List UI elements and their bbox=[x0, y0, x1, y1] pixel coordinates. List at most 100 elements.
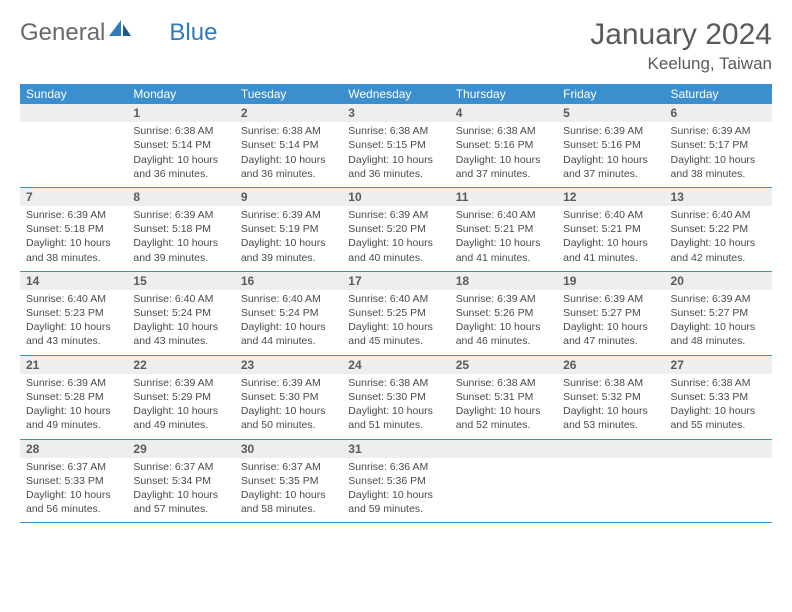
daylight-line2: and 43 minutes. bbox=[133, 334, 228, 348]
day-cell: 8Sunrise: 6:39 AMSunset: 5:18 PMDaylight… bbox=[127, 188, 234, 271]
day-number: 31 bbox=[342, 440, 449, 458]
day-number: 27 bbox=[665, 356, 772, 374]
sunset-text: Sunset: 5:20 PM bbox=[348, 222, 443, 236]
day-number: 8 bbox=[127, 188, 234, 206]
day-number: 3 bbox=[342, 104, 449, 122]
day-body: Sunrise: 6:39 AMSunset: 5:27 PMDaylight:… bbox=[557, 290, 664, 355]
page-subtitle: Keelung, Taiwan bbox=[590, 54, 772, 74]
day-number: 25 bbox=[450, 356, 557, 374]
day-number bbox=[557, 440, 664, 458]
day-body: Sunrise: 6:38 AMSunset: 5:14 PMDaylight:… bbox=[235, 122, 342, 187]
daylight-line1: Daylight: 10 hours bbox=[26, 236, 121, 250]
daylight-line2: and 36 minutes. bbox=[133, 167, 228, 181]
daylight-line2: and 37 minutes. bbox=[456, 167, 551, 181]
sunset-text: Sunset: 5:14 PM bbox=[241, 138, 336, 152]
sunset-text: Sunset: 5:28 PM bbox=[26, 390, 121, 404]
day-body: Sunrise: 6:40 AMSunset: 5:25 PMDaylight:… bbox=[342, 290, 449, 355]
day-cell: 1Sunrise: 6:38 AMSunset: 5:14 PMDaylight… bbox=[127, 104, 234, 187]
day-body: Sunrise: 6:39 AMSunset: 5:20 PMDaylight:… bbox=[342, 206, 449, 271]
day-body: Sunrise: 6:39 AMSunset: 5:29 PMDaylight:… bbox=[127, 374, 234, 439]
page-title: January 2024 bbox=[590, 18, 772, 52]
daylight-line2: and 37 minutes. bbox=[563, 167, 658, 181]
day-cell: 23Sunrise: 6:39 AMSunset: 5:30 PMDayligh… bbox=[235, 356, 342, 439]
daylight-line1: Daylight: 10 hours bbox=[241, 236, 336, 250]
sunset-text: Sunset: 5:24 PM bbox=[133, 306, 228, 320]
sunset-text: Sunset: 5:17 PM bbox=[671, 138, 766, 152]
sunset-text: Sunset: 5:35 PM bbox=[241, 474, 336, 488]
day-cell: 4Sunrise: 6:38 AMSunset: 5:16 PMDaylight… bbox=[450, 104, 557, 187]
daylight-line2: and 42 minutes. bbox=[671, 251, 766, 265]
daylight-line2: and 41 minutes. bbox=[563, 251, 658, 265]
day-cell: 28Sunrise: 6:37 AMSunset: 5:33 PMDayligh… bbox=[20, 440, 127, 523]
day-cell: 7Sunrise: 6:39 AMSunset: 5:18 PMDaylight… bbox=[20, 188, 127, 271]
daylight-line1: Daylight: 10 hours bbox=[133, 320, 228, 334]
daylight-line1: Daylight: 10 hours bbox=[241, 488, 336, 502]
day-cell: 17Sunrise: 6:40 AMSunset: 5:25 PMDayligh… bbox=[342, 272, 449, 355]
sunset-text: Sunset: 5:15 PM bbox=[348, 138, 443, 152]
sunset-text: Sunset: 5:18 PM bbox=[133, 222, 228, 236]
dow-sunday: Sunday bbox=[20, 84, 127, 104]
sunrise-text: Sunrise: 6:38 AM bbox=[671, 376, 766, 390]
day-body: Sunrise: 6:37 AMSunset: 5:34 PMDaylight:… bbox=[127, 458, 234, 523]
sunrise-text: Sunrise: 6:39 AM bbox=[241, 208, 336, 222]
daylight-line1: Daylight: 10 hours bbox=[241, 320, 336, 334]
daylight-line2: and 49 minutes. bbox=[133, 418, 228, 432]
sunrise-text: Sunrise: 6:37 AM bbox=[133, 460, 228, 474]
sunset-text: Sunset: 5:21 PM bbox=[456, 222, 551, 236]
day-number: 21 bbox=[20, 356, 127, 374]
day-cell bbox=[20, 104, 127, 187]
daylight-line2: and 47 minutes. bbox=[563, 334, 658, 348]
day-number: 14 bbox=[20, 272, 127, 290]
daylight-line1: Daylight: 10 hours bbox=[563, 153, 658, 167]
day-body: Sunrise: 6:39 AMSunset: 5:19 PMDaylight:… bbox=[235, 206, 342, 271]
week-row: 14Sunrise: 6:40 AMSunset: 5:23 PMDayligh… bbox=[20, 272, 772, 356]
day-body: Sunrise: 6:39 AMSunset: 5:28 PMDaylight:… bbox=[20, 374, 127, 439]
sunset-text: Sunset: 5:32 PM bbox=[563, 390, 658, 404]
daylight-line2: and 57 minutes. bbox=[133, 502, 228, 516]
day-cell: 3Sunrise: 6:38 AMSunset: 5:15 PMDaylight… bbox=[342, 104, 449, 187]
day-body: Sunrise: 6:39 AMSunset: 5:27 PMDaylight:… bbox=[665, 290, 772, 355]
sunrise-text: Sunrise: 6:38 AM bbox=[133, 124, 228, 138]
day-number: 4 bbox=[450, 104, 557, 122]
sunrise-text: Sunrise: 6:39 AM bbox=[563, 292, 658, 306]
day-cell: 10Sunrise: 6:39 AMSunset: 5:20 PMDayligh… bbox=[342, 188, 449, 271]
sunset-text: Sunset: 5:31 PM bbox=[456, 390, 551, 404]
daylight-line2: and 39 minutes. bbox=[241, 251, 336, 265]
day-number: 26 bbox=[557, 356, 664, 374]
daylight-line2: and 49 minutes. bbox=[26, 418, 121, 432]
sunrise-text: Sunrise: 6:38 AM bbox=[563, 376, 658, 390]
sunset-text: Sunset: 5:29 PM bbox=[133, 390, 228, 404]
day-number: 5 bbox=[557, 104, 664, 122]
week-row: 1Sunrise: 6:38 AMSunset: 5:14 PMDaylight… bbox=[20, 104, 772, 188]
week-row: 21Sunrise: 6:39 AMSunset: 5:28 PMDayligh… bbox=[20, 356, 772, 440]
day-number: 18 bbox=[450, 272, 557, 290]
day-cell: 15Sunrise: 6:40 AMSunset: 5:24 PMDayligh… bbox=[127, 272, 234, 355]
day-number: 15 bbox=[127, 272, 234, 290]
day-cell: 13Sunrise: 6:40 AMSunset: 5:22 PMDayligh… bbox=[665, 188, 772, 271]
daylight-line2: and 39 minutes. bbox=[133, 251, 228, 265]
day-cell: 16Sunrise: 6:40 AMSunset: 5:24 PMDayligh… bbox=[235, 272, 342, 355]
day-body: Sunrise: 6:37 AMSunset: 5:35 PMDaylight:… bbox=[235, 458, 342, 523]
calendar: Sunday Monday Tuesday Wednesday Thursday… bbox=[20, 84, 772, 523]
day-number: 12 bbox=[557, 188, 664, 206]
day-body: Sunrise: 6:38 AMSunset: 5:14 PMDaylight:… bbox=[127, 122, 234, 187]
sunset-text: Sunset: 5:34 PM bbox=[133, 474, 228, 488]
sunrise-text: Sunrise: 6:39 AM bbox=[133, 208, 228, 222]
day-body: Sunrise: 6:39 AMSunset: 5:26 PMDaylight:… bbox=[450, 290, 557, 355]
daylight-line1: Daylight: 10 hours bbox=[348, 404, 443, 418]
day-cell: 31Sunrise: 6:36 AMSunset: 5:36 PMDayligh… bbox=[342, 440, 449, 523]
dow-thursday: Thursday bbox=[450, 84, 557, 104]
day-cell: 5Sunrise: 6:39 AMSunset: 5:16 PMDaylight… bbox=[557, 104, 664, 187]
sunset-text: Sunset: 5:24 PM bbox=[241, 306, 336, 320]
day-cell: 20Sunrise: 6:39 AMSunset: 5:27 PMDayligh… bbox=[665, 272, 772, 355]
day-cell: 12Sunrise: 6:40 AMSunset: 5:21 PMDayligh… bbox=[557, 188, 664, 271]
daylight-line2: and 58 minutes. bbox=[241, 502, 336, 516]
header: General Blue January 2024 Keelung, Taiwa… bbox=[20, 18, 772, 74]
daylight-line2: and 45 minutes. bbox=[348, 334, 443, 348]
daylight-line2: and 53 minutes. bbox=[563, 418, 658, 432]
sunset-text: Sunset: 5:16 PM bbox=[563, 138, 658, 152]
day-number bbox=[665, 440, 772, 458]
sunrise-text: Sunrise: 6:40 AM bbox=[456, 208, 551, 222]
day-cell: 25Sunrise: 6:38 AMSunset: 5:31 PMDayligh… bbox=[450, 356, 557, 439]
sunrise-text: Sunrise: 6:40 AM bbox=[671, 208, 766, 222]
